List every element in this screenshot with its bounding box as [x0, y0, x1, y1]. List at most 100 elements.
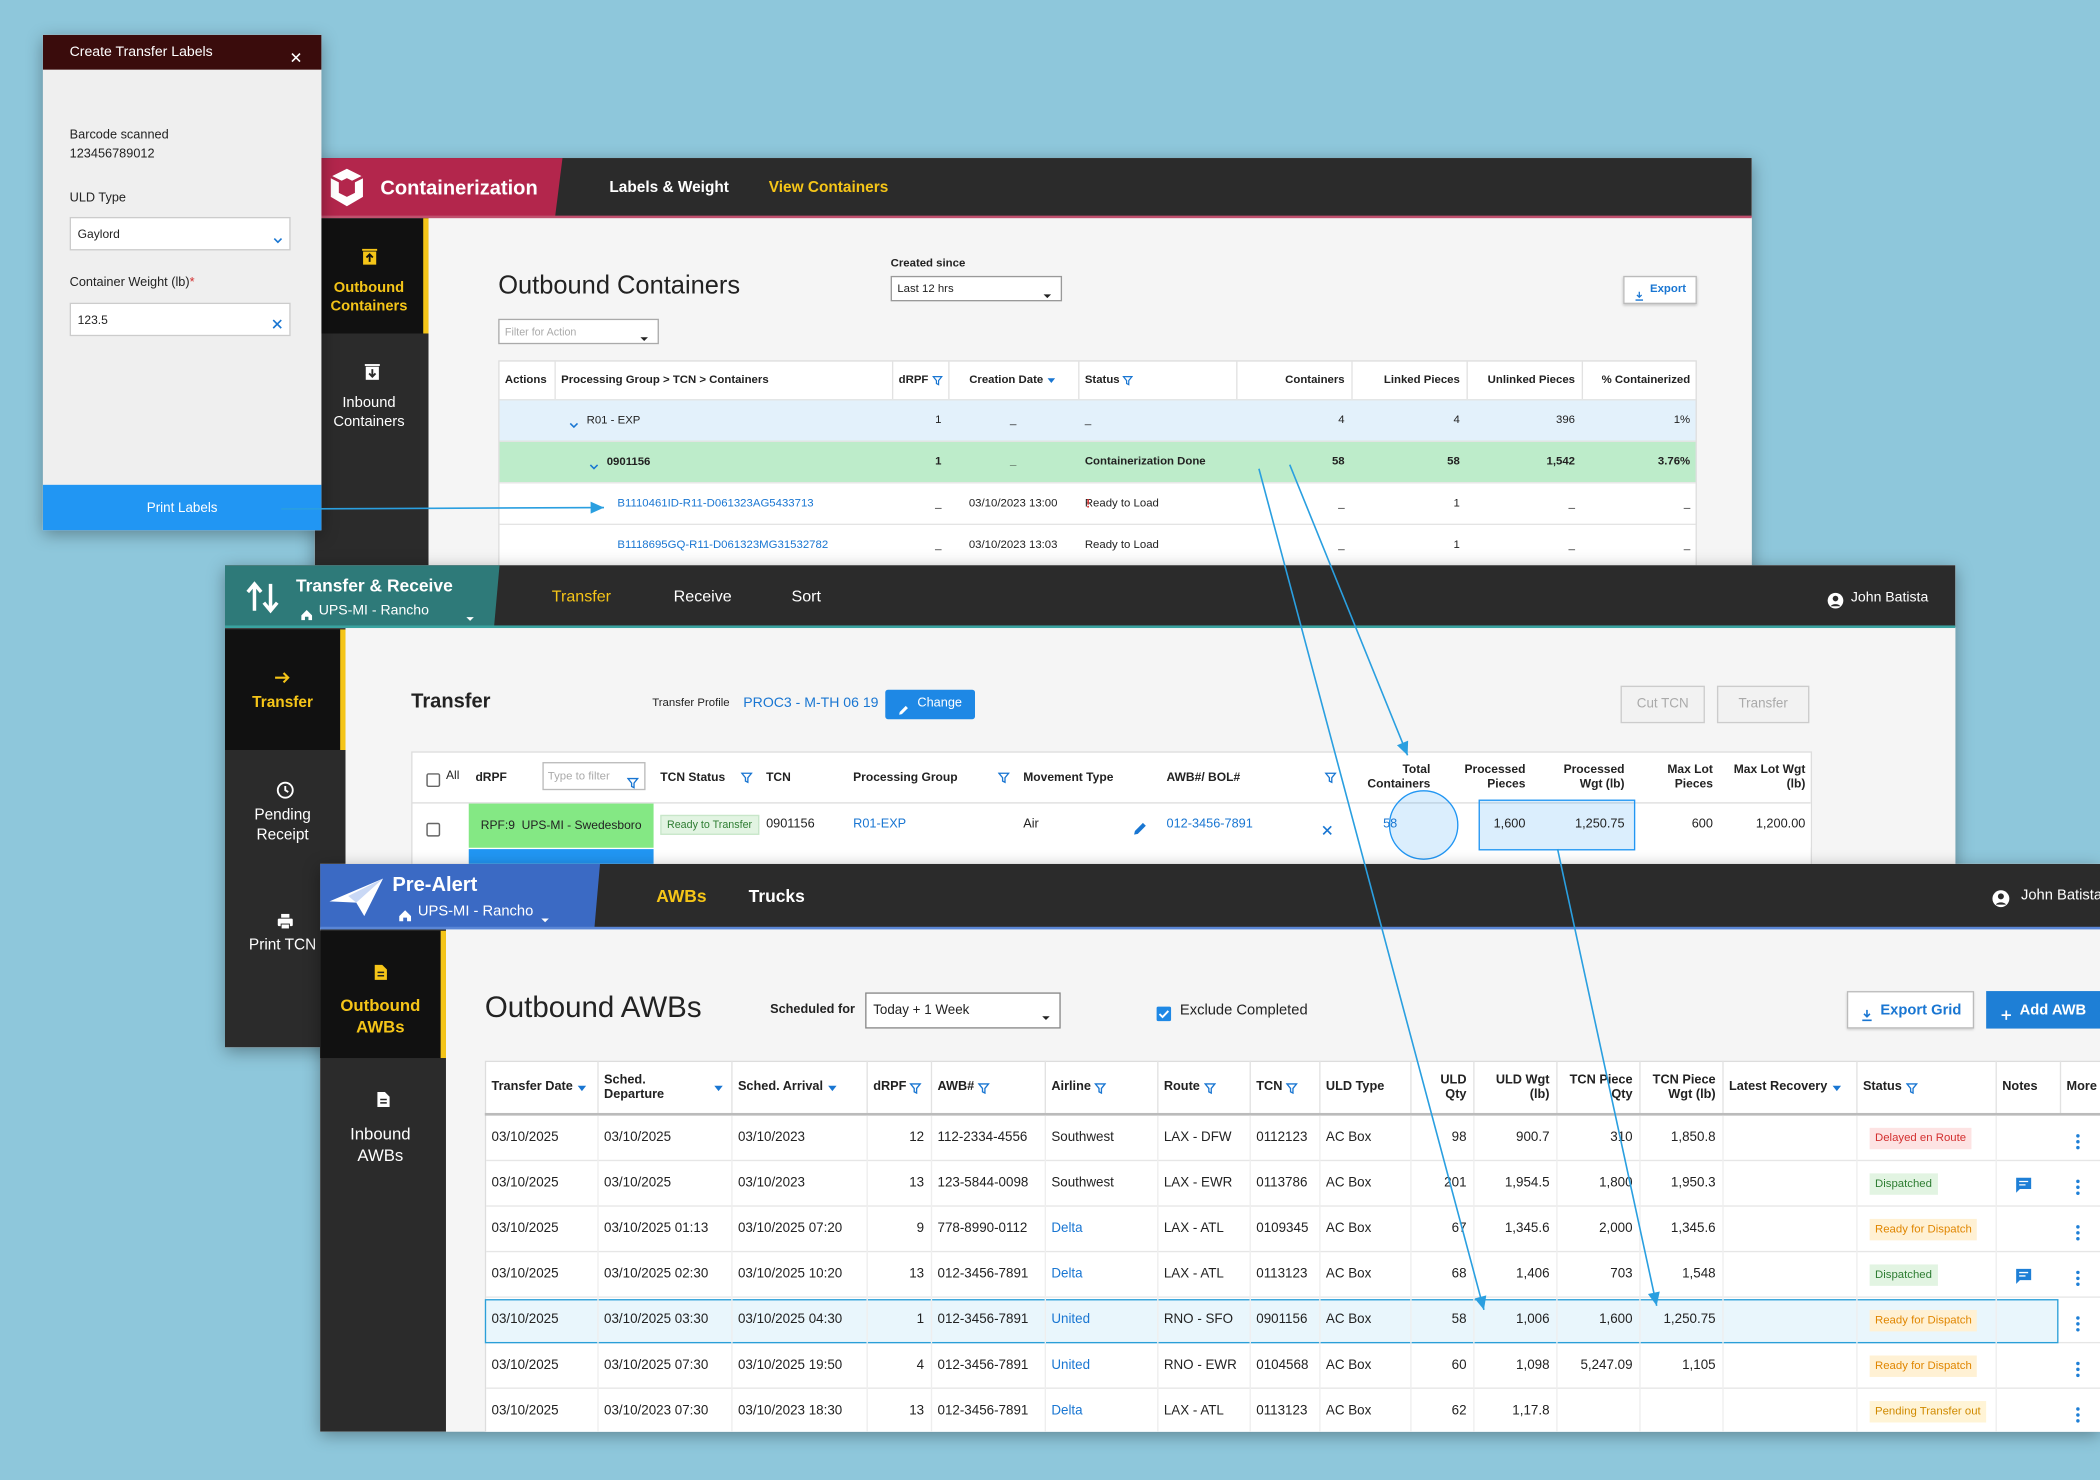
table-link[interactable]: 58 — [1383, 817, 1398, 833]
icon-shape — [1324, 771, 1337, 783]
column-divider — [1556, 1388, 1558, 1432]
table-row — [499, 482, 1696, 524]
button-label[interactable]: Add AWB — [2019, 1002, 2087, 1019]
column-divider — [1722, 1161, 1724, 1207]
table-link[interactable]: Delta — [1051, 1266, 1083, 1282]
button-label[interactable]: Cut TCN — [1636, 696, 1689, 712]
column-divider — [1995, 1343, 1997, 1389]
location-caret[interactable] — [540, 908, 551, 922]
close-icon[interactable] — [289, 46, 302, 62]
more-icon[interactable] — [2069, 1357, 2086, 1377]
icon-shape — [541, 918, 549, 922]
nav-label[interactable]: Inbound Containers — [333, 394, 405, 430]
more-icon[interactable] — [2069, 1403, 2086, 1423]
table-link[interactable]: United — [1051, 1312, 1091, 1328]
header-tab[interactable]: Receive — [673, 586, 732, 606]
table-cell: AC Box — [1325, 1358, 1372, 1373]
tree-label[interactable]: B1110461ID-R11-D061323AG5433713 — [617, 495, 814, 509]
table-link[interactable]: R01-EXP — [853, 817, 907, 833]
uld-type-select[interactable] — [69, 216, 291, 251]
nav-label[interactable]: Transfer — [252, 694, 313, 711]
print-labels-button[interactable] — [42, 484, 322, 531]
export-grid-button[interactable] — [1846, 991, 1975, 1029]
scheduled-select[interactable] — [865, 992, 1061, 1029]
exclude-checkbox[interactable] — [1156, 1002, 1172, 1021]
header-tab[interactable]: Sort — [791, 586, 822, 606]
header-tab[interactable]: View Containers — [768, 179, 889, 197]
header-tab[interactable]: Transfer — [551, 586, 612, 606]
clear-icon[interactable] — [271, 312, 284, 329]
table-cell: 012-3456-7891 — [937, 1403, 1029, 1419]
button-label[interactable]: Transfer — [1738, 696, 1788, 712]
notes-icon[interactable] — [2014, 1173, 2033, 1193]
icon-shape — [2075, 1276, 2079, 1280]
action-button[interactable] — [1716, 685, 1810, 724]
nav-label[interactable]: Pending Receipt — [254, 807, 311, 844]
icon-shape — [2075, 1321, 2079, 1326]
column-divider — [1639, 1060, 1641, 1115]
icon-shape — [398, 909, 411, 921]
header-tab[interactable]: AWBs — [656, 885, 707, 907]
button-label[interactable]: Export Grid — [1880, 1002, 1962, 1019]
table-cell: 1,345.6 — [1504, 1221, 1550, 1237]
column-divider — [1639, 1252, 1641, 1298]
table-cell: 5,247.09 — [1580, 1358, 1633, 1373]
close-icon-svg — [291, 52, 301, 62]
export-button[interactable] — [1623, 275, 1697, 305]
select-caret — [1042, 284, 1053, 298]
column-divider — [1157, 1161, 1159, 1207]
notes-icon[interactable] — [2014, 1264, 2033, 1284]
button-label[interactable]: Change — [917, 695, 962, 711]
column-header: % Containerized — [1601, 372, 1691, 387]
column-header: Unlinked Pieces — [1487, 372, 1576, 387]
table-cell: 03/10/2025 — [604, 1130, 672, 1146]
button-label[interactable]: Print Labels — [146, 501, 218, 516]
table-link[interactable]: Delta — [1051, 1221, 1083, 1237]
nav-label[interactable]: Print TCN — [248, 936, 317, 953]
icon-shape — [380, 1098, 387, 1104]
more-icon[interactable] — [2069, 1221, 2086, 1241]
table-link[interactable]: United — [1051, 1358, 1091, 1373]
more-icon[interactable] — [2069, 1266, 2086, 1286]
icon-shape — [301, 609, 313, 620]
header-filter-icon — [931, 375, 943, 385]
select-value: Gaylord — [77, 227, 120, 241]
more-icon[interactable] — [2069, 1175, 2086, 1195]
nav-label[interactable]: Outbound AWBs — [340, 996, 421, 1037]
tree-label[interactable]: B1118695GQ-R11-D061323MG31532782 — [617, 536, 829, 550]
row-checkbox — [425, 818, 440, 837]
header-tab[interactable]: Labels & Weight — [609, 179, 729, 197]
table-link[interactable]: Delta — [1051, 1403, 1083, 1419]
column-divider — [1351, 360, 1353, 400]
nav-label[interactable]: Inbound AWBs — [350, 1124, 411, 1166]
more-icon[interactable] — [2069, 1312, 2086, 1332]
table-cell: 1,600 — [1493, 817, 1526, 833]
column-divider — [1249, 1297, 1251, 1344]
column-divider — [1249, 1161, 1251, 1207]
header-filter-icon — [1285, 1082, 1298, 1094]
profile-link[interactable]: PROC3 - M-TH 06 19 — [743, 695, 879, 712]
nav-icon — [276, 909, 295, 930]
header-tab[interactable]: Trucks — [748, 885, 805, 907]
column-divider — [731, 1343, 733, 1389]
table-link[interactable]: 012-3456-7891 — [1166, 817, 1253, 833]
icon-shape — [2075, 1327, 2079, 1332]
clear-icon-svg — [1322, 825, 1332, 835]
edit-icon[interactable] — [1132, 817, 1148, 835]
column-divider — [1856, 1388, 1858, 1432]
column-divider — [1856, 1252, 1858, 1298]
column-header: Notes — [2002, 1079, 2038, 1095]
table-cell: 12 — [909, 1130, 925, 1146]
action-button[interactable] — [1620, 685, 1705, 724]
change-button[interactable] — [885, 689, 976, 720]
export-label[interactable]: Export — [1650, 281, 1687, 295]
user-name[interactable]: John Batista — [2020, 887, 2100, 904]
column-divider — [930, 1343, 933, 1389]
column-divider — [1856, 1343, 1858, 1389]
more-icon[interactable] — [2069, 1130, 2086, 1150]
nav-label[interactable]: Outbound Containers — [330, 279, 408, 315]
clear-icon[interactable] — [1321, 818, 1334, 835]
add-awb-button[interactable] — [1986, 991, 2100, 1029]
user-name[interactable]: John Batista — [1850, 589, 1929, 606]
location-caret[interactable] — [465, 607, 476, 621]
